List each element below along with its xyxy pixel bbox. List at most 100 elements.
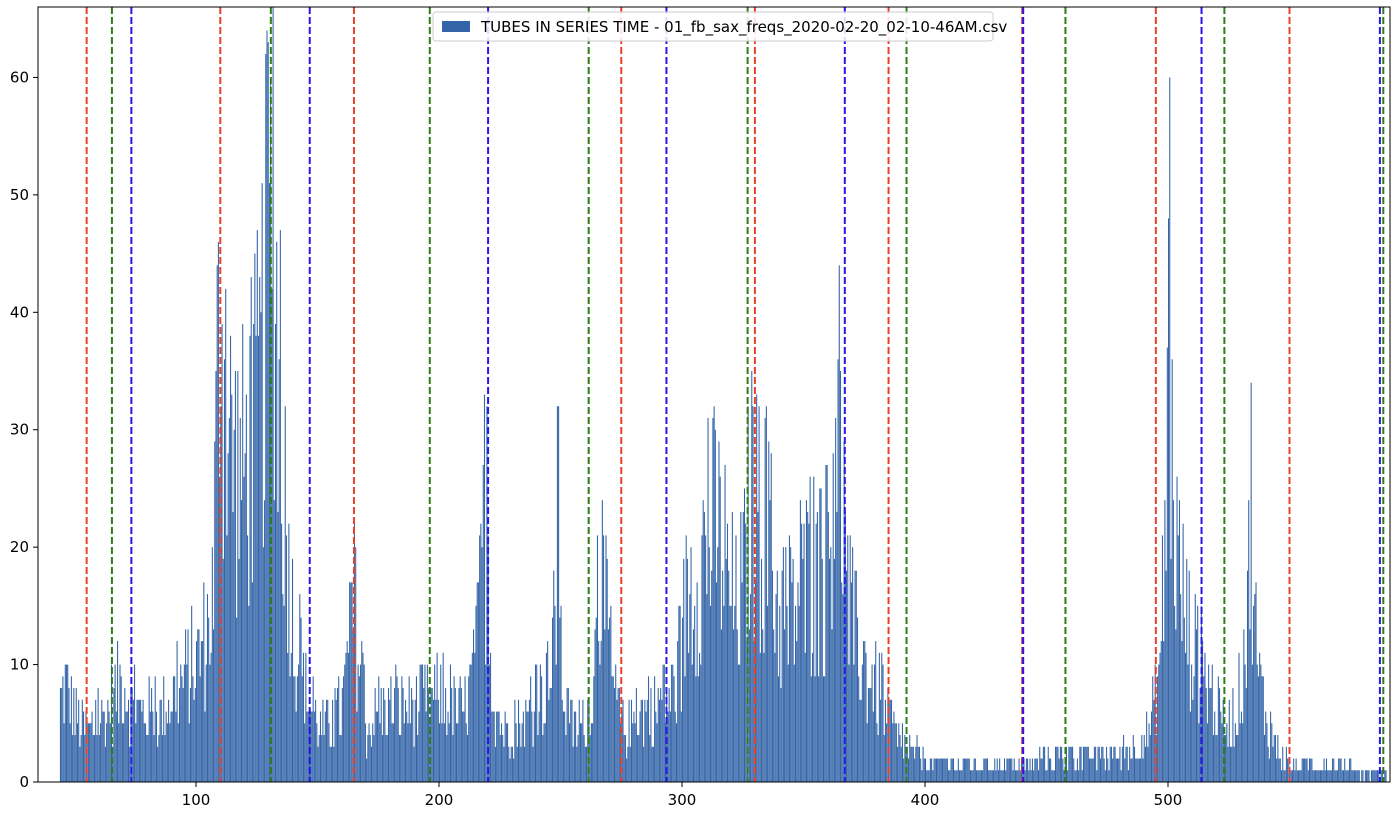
histogram-bar: [333, 746, 335, 782]
histogram-bar: [611, 676, 613, 782]
histogram-bar: [573, 711, 575, 782]
histogram-bar: [842, 594, 844, 782]
histogram-bar: [67, 664, 69, 782]
histogram-bar: [586, 746, 588, 782]
histogram-bar: [621, 711, 623, 782]
histogram-bar: [956, 770, 958, 782]
histogram-bar: [627, 746, 629, 782]
histogram-bar: [598, 641, 600, 782]
histogram-bar: [381, 735, 383, 782]
histogram-bar: [722, 570, 724, 782]
histogram-bar: [248, 605, 250, 782]
histogram-bar: [869, 688, 871, 782]
histogram-bar: [628, 699, 630, 782]
histogram-bar: [729, 605, 731, 782]
histogram-bar: [765, 406, 767, 782]
histogram-bar: [479, 535, 481, 782]
histogram-bar: [562, 711, 564, 782]
histogram-bar: [1125, 746, 1127, 782]
histogram-bar: [238, 558, 240, 782]
histogram-bar: [441, 723, 443, 782]
histogram-bar: [1158, 664, 1160, 782]
histogram-bar: [962, 758, 964, 782]
histogram-bar: [1253, 605, 1255, 782]
histogram-bar: [1304, 758, 1306, 782]
histogram-bar: [513, 758, 515, 782]
histogram-bar: [872, 711, 874, 782]
histogram-bar: [109, 723, 111, 782]
histogram-bar: [100, 723, 102, 782]
histogram-bar: [552, 617, 554, 782]
histogram-bar: [291, 558, 294, 782]
histogram-bar: [548, 699, 550, 782]
histogram-bar: [1044, 746, 1046, 782]
histogram-bar: [1374, 770, 1376, 782]
histogram-bar: [142, 699, 144, 782]
histogram-bar: [979, 770, 981, 782]
histogram-bar: [519, 723, 521, 782]
histogram-bar: [316, 723, 318, 782]
histogram-bar: [159, 699, 161, 782]
histogram-bar: [1006, 758, 1008, 782]
histogram-bar: [1291, 770, 1293, 782]
x-tick-label: 400: [911, 791, 940, 809]
histogram-bar: [671, 664, 673, 782]
y-tick-label: 0: [19, 773, 29, 791]
histogram-bar: [555, 664, 557, 782]
histogram-bar: [66, 664, 68, 782]
histogram-bar: [1285, 746, 1287, 782]
histogram-bar: [1345, 770, 1347, 782]
histogram-bar: [911, 746, 913, 782]
histogram-bar: [1238, 652, 1240, 782]
histogram-bar: [1290, 770, 1292, 782]
histogram-bar: [569, 723, 571, 782]
histogram-bar: [1001, 770, 1003, 782]
histogram-bar: [1229, 746, 1232, 782]
histogram-bar: [1164, 500, 1166, 782]
histogram-bar: [1143, 735, 1145, 782]
histogram-bar: [847, 535, 849, 782]
histogram-bar: [471, 652, 473, 782]
histogram-bar: [1055, 746, 1057, 782]
histogram-bar: [1114, 746, 1116, 782]
histogram-bar: [385, 735, 387, 782]
histogram-bar: [629, 746, 631, 782]
histogram-bar: [448, 723, 450, 782]
histogram-bar: [634, 723, 636, 782]
histogram-bar: [403, 723, 405, 782]
histogram-bar: [118, 723, 120, 782]
histogram-bar: [452, 735, 454, 782]
histogram-bar: [85, 711, 87, 782]
histogram-bar: [1262, 676, 1264, 782]
histogram-bar: [592, 723, 594, 782]
histogram-bar: [1171, 359, 1173, 782]
histogram-bar: [739, 664, 741, 782]
histogram-bar: [763, 652, 765, 782]
histogram-bar: [457, 723, 459, 782]
histogram-bar: [214, 441, 216, 782]
histogram-bar: [674, 711, 676, 782]
histogram-bar: [1216, 735, 1218, 782]
histogram-bar: [1245, 688, 1247, 782]
histogram-bar: [347, 652, 349, 782]
legend: TUBES IN SERIES TIME - 01_fb_sax_freqs_2…: [432, 11, 1007, 42]
histogram-bar: [1003, 758, 1006, 782]
histogram-bar: [606, 558, 608, 782]
histogram-bar: [916, 735, 918, 782]
histogram-bar: [480, 523, 482, 782]
histogram-bar: [963, 758, 965, 782]
histogram-bar: [327, 699, 329, 782]
histogram-bar: [918, 746, 920, 782]
histogram-bar: [651, 746, 653, 782]
histogram-bar: [126, 711, 128, 782]
histogram-bar: [206, 594, 208, 782]
histogram-bar: [287, 652, 289, 782]
histogram-bar: [667, 711, 669, 782]
histogram-bar: [805, 500, 807, 782]
histogram-bar: [174, 676, 176, 782]
histogram-bar: [951, 758, 953, 782]
histogram-bar: [1069, 746, 1071, 782]
histogram-bar: [914, 758, 916, 782]
histogram-bar: [974, 758, 976, 782]
histogram-bar: [637, 735, 639, 782]
